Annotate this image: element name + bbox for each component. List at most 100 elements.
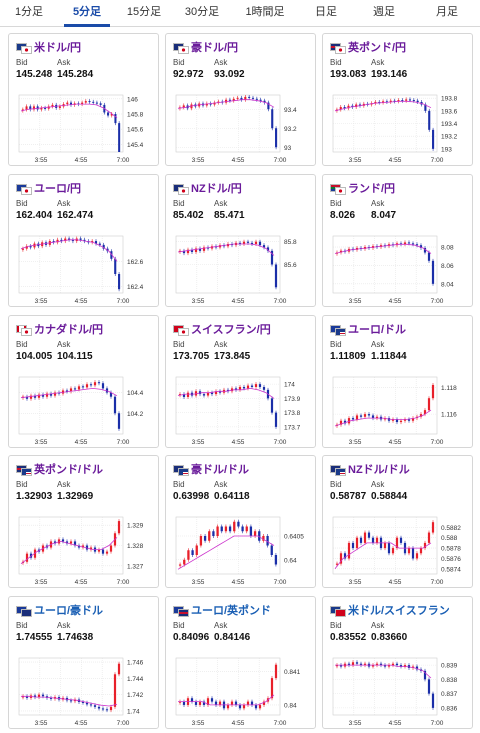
rate-card[interactable]: 英ポンド/ドル Bid Ask 1.32903 1.32969 1.329 1.328 1.3… (8, 455, 159, 588)
candle (29, 106, 32, 110)
candle (347, 663, 351, 666)
ask-value: 1.11844 (371, 351, 407, 362)
moving-average-line (20, 537, 118, 565)
rate-card[interactable]: ユーロ/英ポンド Bid Ask 0.84096 0.84146 0.841 0.84 3:5… (165, 596, 316, 729)
x-tick-label: 4:55 (232, 439, 245, 446)
candle (91, 241, 94, 243)
currency-flags-icon (173, 42, 189, 54)
candle (85, 545, 89, 550)
pair-name[interactable]: ユーロ/豪ドル (34, 605, 104, 617)
ask-value: 1.74638 (57, 632, 94, 643)
candle (347, 542, 351, 559)
rate-card[interactable]: 豪ドル/ドル Bid Ask 0.63998 0.64118 0.6405 0.64 3:55… (165, 455, 316, 588)
candle (419, 548, 423, 554)
y-tick-label: 93 (284, 145, 292, 152)
rate-card[interactable]: スイスフラン/円 Bid Ask 173.705 173.845 174 173.9 173.… (165, 315, 316, 448)
x-tick-label: 3:55 (349, 720, 362, 727)
candle (84, 101, 87, 103)
pair-header: 米ドル/スイスフラン (330, 604, 450, 617)
rate-card[interactable]: NZドル/円 Bid Ask 85.402 85.471 85.8 85.6 3:55 4:55… (165, 174, 316, 307)
tab-1[interactable]: 1分足 (14, 6, 44, 18)
flag-jp-icon (21, 186, 32, 195)
rate-card[interactable]: ユーロ/ドル Bid Ask 1.11809 1.11844 1.118 1.116 3:55… (322, 315, 473, 448)
pair-name[interactable]: 米ドル/円 (34, 42, 82, 54)
pair-name[interactable]: ユーロ/円 (34, 183, 82, 195)
pair-header: NZドル/ドル (330, 463, 410, 476)
candle (194, 248, 198, 252)
candle (25, 553, 29, 562)
candle (49, 393, 53, 396)
pair-name[interactable]: ユーロ/ドル (348, 324, 407, 336)
x-tick-label: 4:55 (389, 157, 402, 164)
candle (53, 541, 57, 544)
pair-name[interactable]: ランド/円 (348, 183, 396, 195)
tab-7[interactable]: 週足 (373, 6, 395, 18)
candle (198, 248, 202, 251)
bid-label: Bid (330, 58, 342, 67)
pair-name[interactable]: 英ポンド/ドル (34, 464, 104, 476)
pair-name[interactable]: スイスフラン/円 (191, 324, 271, 336)
rate-card[interactable]: ユーロ/豪ドル Bid Ask 1.74555 1.74638 1.746 1.744 1.7… (8, 596, 159, 729)
tab-6[interactable]: 日足 (315, 6, 337, 18)
candle (363, 663, 367, 666)
moving-average-line (334, 542, 432, 570)
rate-card[interactable]: カナダドル/円 Bid Ask 104.005 104.115 104.4 104.2 3:5… (8, 315, 159, 448)
candle (258, 531, 261, 541)
candle (183, 559, 186, 565)
tab-2[interactable]: 5分足 (58, 0, 116, 27)
candle (274, 555, 278, 565)
rate-card[interactable]: 米ドル/スイスフラン Bid Ask 0.83552 0.83660 0.839 0.838… (322, 596, 473, 729)
candle (101, 549, 105, 554)
ask-value: 1.32969 (57, 491, 94, 502)
pair-name[interactable]: ユーロ/英ポンド (191, 605, 272, 617)
candle (92, 101, 95, 103)
candle (339, 553, 343, 564)
candle (343, 553, 347, 559)
candle (190, 249, 194, 252)
bid-label: Bid (16, 480, 28, 489)
candle (89, 704, 93, 706)
candle (113, 674, 117, 707)
candle (355, 104, 358, 108)
pair-name[interactable]: 豪ドル/ドル (191, 464, 250, 476)
rate-card[interactable]: ユーロ/円 Bid Ask 162.404 162.474 162.6 162.4 3:55 4… (8, 174, 159, 307)
pair-name[interactable]: 豪ドル/円 (191, 42, 239, 54)
candle (427, 532, 431, 543)
pair-name[interactable]: 英ポンド/円 (348, 42, 407, 54)
candle (405, 99, 408, 101)
rate-card[interactable]: NZドル/ドル Bid Ask 0.58787 0.58844 0.5882 0.588 0.… (322, 455, 473, 588)
currency-flags-icon (16, 324, 32, 336)
candle (401, 100, 404, 102)
currency-flags-icon (173, 464, 189, 476)
candle (52, 241, 55, 243)
mini-chart: 1.746 1.744 1.742 1.74 3:55 4:55 7:00 (18, 657, 144, 727)
tab-4[interactable]: 30分足 (184, 6, 220, 18)
tab-3[interactable]: 15分足 (126, 6, 162, 18)
candle (81, 102, 84, 105)
pair-name[interactable]: NZドル/ドル (348, 464, 410, 476)
candle (71, 239, 74, 242)
flag-us-icon (335, 327, 346, 336)
candle (246, 241, 250, 243)
rate-card[interactable]: 豪ドル/円 Bid Ask 92.972 93.092 93.4 93.2 93 3:55 4:5… (165, 33, 316, 166)
tab-5[interactable]: 1時間足 (245, 6, 285, 18)
candle (83, 239, 86, 242)
y-tick-label: 1.118 (441, 385, 457, 392)
pair-name[interactable]: 米ドル/スイスフラン (348, 605, 450, 617)
pair-header: 英ポンド/ドル (16, 463, 104, 476)
candle (249, 526, 253, 536)
candle (97, 706, 101, 709)
pair-name[interactable]: NZドル/円 (191, 183, 242, 195)
rate-card[interactable]: 米ドル/円 Bid Ask 145.248 145.284 146 145.8 145.6 14… (8, 33, 159, 166)
candle (81, 701, 85, 703)
candle (262, 536, 265, 541)
rate-card[interactable]: 英ポンド/円 Bid Ask 193.083 193.146 193.8 193.6 193.… (322, 33, 473, 166)
candle (351, 542, 355, 549)
tab-8[interactable]: 月足 (436, 6, 458, 18)
candle (203, 536, 207, 541)
rate-card[interactable]: ランド/円 Bid Ask 8.026 8.047 8.08 8.06 8.04 3:55 4:5… (322, 174, 473, 307)
candle (233, 521, 236, 532)
candle (85, 384, 89, 388)
pair-name[interactable]: カナダドル/円 (34, 324, 104, 336)
candle (258, 241, 262, 246)
